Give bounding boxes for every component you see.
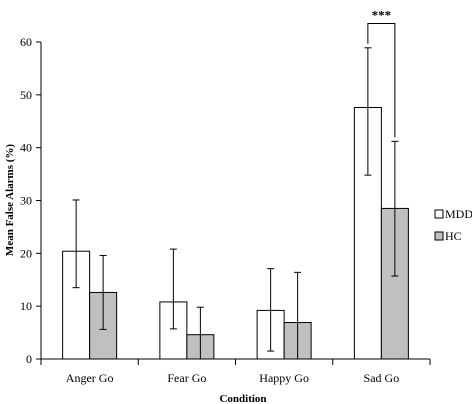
significance-label: *** xyxy=(372,8,392,23)
legend-swatch-mdd xyxy=(434,209,444,219)
y-axis-ticks: 0 10 20 30 40 50 60 xyxy=(20,35,41,366)
y-tick-label: 50 xyxy=(20,88,32,102)
y-tick-label: 30 xyxy=(20,194,32,208)
x-tick-label: Happy Go xyxy=(259,371,309,385)
legend-label-hc: HC xyxy=(445,229,462,243)
y-tick-label: 10 xyxy=(20,299,32,313)
legend-label-mdd: MDD xyxy=(445,207,472,221)
significance-bracket: *** xyxy=(367,8,396,138)
legend-swatch-hc xyxy=(434,231,444,241)
y-tick-label: 20 xyxy=(20,246,32,260)
x-tick-label: Anger Go xyxy=(66,371,114,385)
y-tick-label: 0 xyxy=(26,352,32,366)
significance-bracket-line xyxy=(367,23,396,138)
x-axis-title: Condition xyxy=(219,393,266,404)
bars-group xyxy=(62,107,409,360)
x-axis-ticks: Anger Go Fear Go Happy Go Sad Go xyxy=(40,359,431,385)
x-tick-label: Fear Go xyxy=(167,371,206,385)
y-tick-label: 60 xyxy=(20,35,32,49)
error-bars-group xyxy=(72,47,399,360)
y-axis-title: Mean False Alarms (%) xyxy=(4,144,16,256)
legend: MDD HC xyxy=(434,207,472,243)
bar-hc-sad-go xyxy=(380,207,409,360)
y-tick-label: 40 xyxy=(20,141,32,155)
x-tick-label: Sad Go xyxy=(364,371,400,385)
